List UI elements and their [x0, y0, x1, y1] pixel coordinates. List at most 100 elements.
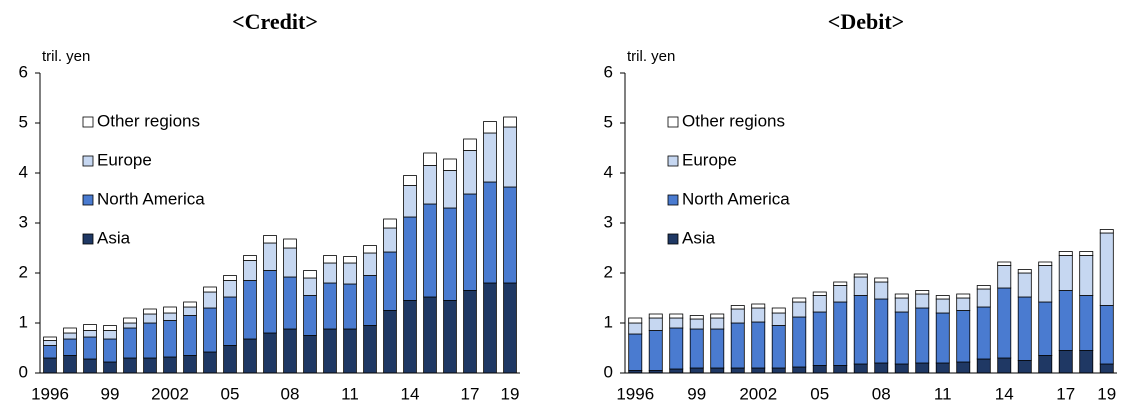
- bar-segment: [669, 327, 684, 370]
- y-tick-label: 4: [19, 162, 28, 181]
- bar-segment: [915, 362, 930, 374]
- bar-segment: [263, 235, 277, 244]
- bar-segment: [976, 288, 991, 308]
- bar-segment: [323, 255, 337, 264]
- y-tick-label: 1: [19, 312, 28, 331]
- bar-segment: [997, 287, 1012, 359]
- bar-segment: [710, 317, 725, 330]
- x-tick-label: 1996: [31, 384, 69, 403]
- bar-segment: [503, 126, 517, 188]
- bar-segment: [203, 351, 217, 374]
- bar-segment: [935, 295, 950, 300]
- y-tick-label: 5: [604, 112, 613, 131]
- bar-segment: [1099, 232, 1114, 306]
- bar-segment: [143, 322, 157, 359]
- bar-segment: [792, 297, 807, 303]
- bar-segment: [283, 247, 297, 278]
- y-axis-unit: tril. yen: [627, 48, 675, 65]
- bar-segment: [894, 311, 909, 365]
- bar-segment: [710, 328, 725, 369]
- y-tick-label: 6: [19, 62, 28, 81]
- bar-segment: [223, 345, 237, 374]
- bar-segment: [403, 216, 417, 301]
- bar-segment: [123, 357, 137, 374]
- chart-title: <Debit>: [828, 9, 904, 34]
- legend-label: Asia: [682, 228, 716, 247]
- bar-segment: [223, 275, 237, 281]
- bar-segment: [463, 150, 477, 195]
- bar-segment: [483, 282, 497, 374]
- y-tick-label: 1: [604, 312, 613, 331]
- bar-segment: [628, 322, 643, 335]
- bar-segment: [935, 312, 950, 364]
- bar-segment: [751, 321, 766, 369]
- bar-segment: [689, 318, 704, 330]
- bar-segment: [853, 363, 868, 374]
- bar-segment: [669, 368, 684, 374]
- x-tick-label: 08: [872, 384, 891, 403]
- legend-label: Asia: [97, 228, 131, 247]
- bar-segment: [43, 357, 57, 374]
- legend-swatch: [82, 233, 94, 245]
- bar-segment: [853, 295, 868, 365]
- bar-segment: [423, 152, 437, 166]
- bar-segment: [163, 320, 177, 358]
- bar-segment: [751, 367, 766, 374]
- bar-segment: [243, 280, 257, 340]
- bar-segment: [83, 330, 97, 338]
- bar-segment: [123, 322, 137, 329]
- x-tick-label: 05: [810, 384, 829, 403]
- bar-segment: [263, 332, 277, 374]
- bar-segment: [1017, 296, 1032, 361]
- bar-segment: [1017, 360, 1032, 374]
- bar-segment: [874, 281, 889, 300]
- bar-segment: [503, 186, 517, 284]
- bar-segment: [648, 313, 663, 319]
- bar-segment: [997, 261, 1012, 266]
- legend-swatch: [667, 155, 679, 167]
- bar-segment: [303, 270, 317, 279]
- bar-segment: [792, 301, 807, 318]
- x-tick-label: 11: [934, 384, 952, 403]
- bar-segment: [303, 335, 317, 374]
- bar-segment: [1099, 363, 1114, 374]
- bar-segment: [383, 227, 397, 253]
- bar-segment: [730, 305, 745, 310]
- bar-segment: [103, 338, 117, 363]
- bar-segment: [43, 345, 57, 359]
- bar-segment: [183, 355, 197, 374]
- bar-segment: [1079, 251, 1094, 256]
- bar-segment: [403, 175, 417, 186]
- bar-segment: [203, 307, 217, 353]
- bar-segment: [223, 280, 237, 298]
- bar-segment: [853, 276, 868, 296]
- x-tick-label: 08: [281, 384, 300, 403]
- bar-segment: [1058, 251, 1073, 256]
- bar-segment: [363, 252, 377, 276]
- y-tick-label: 3: [19, 212, 28, 231]
- y-tick-label: 3: [604, 212, 613, 231]
- bar-segment: [383, 310, 397, 374]
- bar-segment: [833, 281, 848, 286]
- bar-segment: [1038, 265, 1053, 303]
- bar-segment: [423, 296, 437, 374]
- bar-segment: [443, 300, 457, 374]
- bar-segment: [143, 308, 157, 315]
- bar-segment: [997, 357, 1012, 374]
- bar-segment: [343, 328, 357, 374]
- bar-segment: [751, 303, 766, 309]
- bar-segment: [997, 265, 1012, 289]
- bar-segment: [874, 298, 889, 364]
- bar-segment: [648, 317, 663, 331]
- bar-segment: [303, 277, 317, 296]
- bar-segment: [853, 273, 868, 278]
- bar-segment: [730, 322, 745, 369]
- x-tick-label: 14: [401, 384, 420, 403]
- bar-segment: [443, 170, 457, 209]
- bar-segment: [669, 313, 684, 319]
- legend-swatch: [667, 116, 679, 128]
- bar-segment: [343, 283, 357, 330]
- bar-segment: [771, 325, 786, 369]
- legend-swatch: [82, 116, 94, 128]
- legend-swatch: [82, 155, 94, 167]
